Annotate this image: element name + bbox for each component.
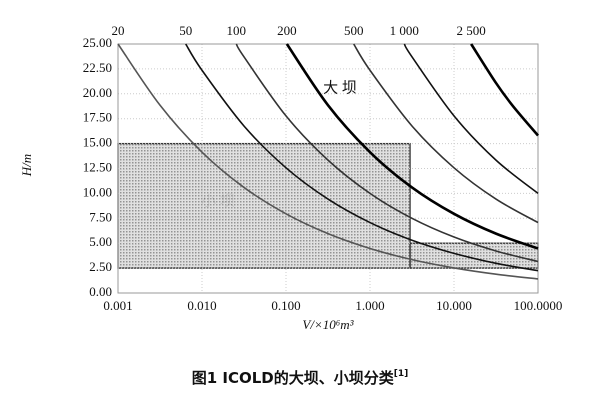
caption: 图1 ICOLD的大坝、小坝分类[1] bbox=[192, 369, 409, 387]
x-tick-label: 0.001 bbox=[103, 298, 132, 313]
x-axis-label: V/×10⁶m³ bbox=[302, 317, 354, 332]
y-tick-label: 22.50 bbox=[83, 60, 112, 75]
curve-label: 50 bbox=[179, 23, 192, 38]
curve-label: 200 bbox=[277, 23, 297, 38]
y-tick-label: 0.00 bbox=[89, 284, 112, 299]
caption-text: 图1 ICOLD的大坝、小坝分类 bbox=[192, 369, 395, 387]
y-tick-label: 25.00 bbox=[83, 35, 112, 50]
curve-label: 100 bbox=[227, 23, 247, 38]
curve-label: 1 000 bbox=[390, 23, 419, 38]
x-tick-label: 0.010 bbox=[187, 298, 216, 313]
y-tick-label: 7.50 bbox=[89, 209, 112, 224]
curve bbox=[470, 43, 539, 137]
y-tick-label: 10.00 bbox=[83, 184, 112, 199]
y-axis-label: H/m bbox=[19, 154, 34, 177]
curve-label: 500 bbox=[344, 23, 364, 38]
x-tick-label: 1.000 bbox=[355, 298, 384, 313]
curve bbox=[403, 43, 539, 195]
curve bbox=[353, 43, 539, 224]
curve bbox=[117, 43, 539, 280]
y-tick-label: 12.50 bbox=[83, 159, 112, 174]
small-dam-region bbox=[117, 142, 411, 269]
y-tick-label: 17.50 bbox=[83, 110, 112, 125]
curve bbox=[185, 43, 539, 272]
x-tick-label: 0.100 bbox=[271, 298, 300, 313]
x-tick-label: 100.0000 bbox=[514, 298, 563, 313]
y-tick-label: 20.00 bbox=[83, 85, 112, 100]
curve bbox=[235, 43, 539, 263]
x-tick-label: 10.000 bbox=[436, 298, 472, 313]
y-tick-label: 2.50 bbox=[89, 259, 112, 274]
plot-frame bbox=[117, 43, 539, 294]
curve bbox=[285, 43, 539, 250]
annotation: 大 坝 bbox=[323, 79, 357, 96]
caption-ref: [1] bbox=[394, 369, 409, 379]
curve-label: 20 bbox=[112, 23, 125, 38]
curve-label: 2 500 bbox=[457, 23, 486, 38]
small-dam-region bbox=[409, 242, 539, 269]
y-tick-label: 5.00 bbox=[89, 234, 112, 249]
y-tick-label: 15.00 bbox=[83, 135, 112, 150]
